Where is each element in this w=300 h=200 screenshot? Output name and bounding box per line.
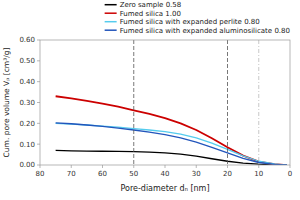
series-line <box>56 96 287 165</box>
x-tick <box>40 165 41 168</box>
legend-label: Fumed silica with expanded aluminosilica… <box>120 27 290 35</box>
x-tick <box>290 165 291 168</box>
series-line <box>56 150 287 165</box>
reference-line <box>133 40 134 165</box>
x-tick <box>102 165 103 168</box>
y-tick-label: 0.20 <box>19 120 35 128</box>
x-tick <box>227 165 228 168</box>
x-tick-label: 30 <box>192 170 201 178</box>
x-tick <box>258 165 259 168</box>
chart: 80 70 60 50 40 30 20 10 0 0.00 0.10 0.20 0.30 0.40 0.5… <box>0 0 300 200</box>
legend-swatch <box>105 29 117 31</box>
y-tick <box>37 165 40 166</box>
x-tick-label: 40 <box>161 170 170 178</box>
legend: Zero sample 0.58Fumed silica 1.00Fumed s… <box>105 1 290 35</box>
plot-area <box>40 40 290 165</box>
x-tick-label: 70 <box>67 170 76 178</box>
legend-label: Zero sample 0.58 <box>120 1 182 9</box>
x-tick-label: 0 <box>288 170 292 178</box>
x-tick-label: 20 <box>223 170 232 178</box>
y-tick-label: 0.10 <box>19 141 35 149</box>
legend-label: Fumed silica with expanded perlite 0.80 <box>120 18 260 26</box>
x-tick <box>165 165 166 168</box>
legend-swatch <box>105 12 117 14</box>
legend-label: Fumed silica 1.00 <box>120 10 181 18</box>
reference-line <box>227 40 228 165</box>
y-tick-label: 0.60 <box>19 36 35 44</box>
x-tick-label: 80 <box>36 170 45 178</box>
x-tick-label: 10 <box>254 170 263 178</box>
y-tick <box>37 81 40 82</box>
y-tick-label: 0.30 <box>19 99 35 107</box>
series-line <box>56 123 287 165</box>
x-axis-label: Pore-diameter dₙ [nm] <box>120 184 209 193</box>
y-tick-label: 0.50 <box>19 57 35 65</box>
y-tick <box>37 144 40 145</box>
legend-swatch <box>105 4 117 6</box>
plot-frame <box>40 40 290 165</box>
y-tick <box>37 40 40 41</box>
y-tick-label: 0.40 <box>19 78 35 86</box>
x-tick-label: 60 <box>98 170 107 178</box>
y-tick <box>37 102 40 103</box>
x-tick <box>196 165 197 168</box>
series-line <box>56 123 287 165</box>
x-tick-label: 50 <box>129 170 138 178</box>
y-tick-label: 0.00 <box>19 161 35 169</box>
x-tick <box>71 165 72 168</box>
y-tick <box>37 123 40 124</box>
x-tick <box>133 165 134 168</box>
y-axis-label: Cum. pore volume Vₚ [cm³/g] <box>2 48 11 158</box>
plot-marks <box>56 40 287 165</box>
y-tick <box>37 60 40 61</box>
reference-line <box>258 40 259 165</box>
legend-swatch <box>105 21 117 23</box>
